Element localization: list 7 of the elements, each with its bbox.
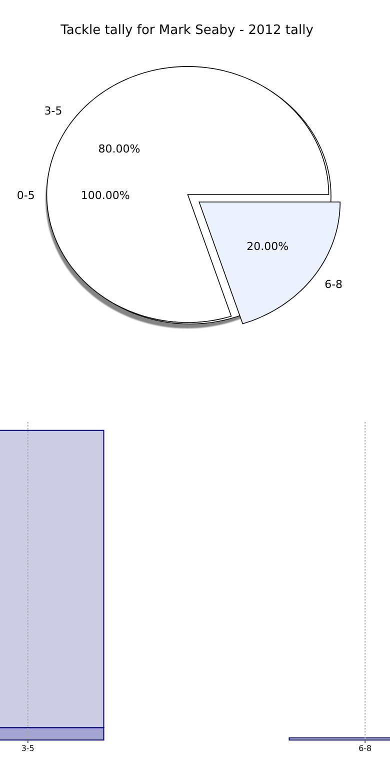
data-label: 80.00% [98,142,140,156]
slice-label: 3-5 [44,104,62,118]
data-label: 100.00% [80,189,130,202]
slice-label: 6-8 [324,278,343,291]
slice-label: 0-5 [16,189,35,202]
chart-title: Tackle tally for Mark Seaby - 2012 tally [60,23,314,38]
data-label: 20.00% [246,240,289,254]
